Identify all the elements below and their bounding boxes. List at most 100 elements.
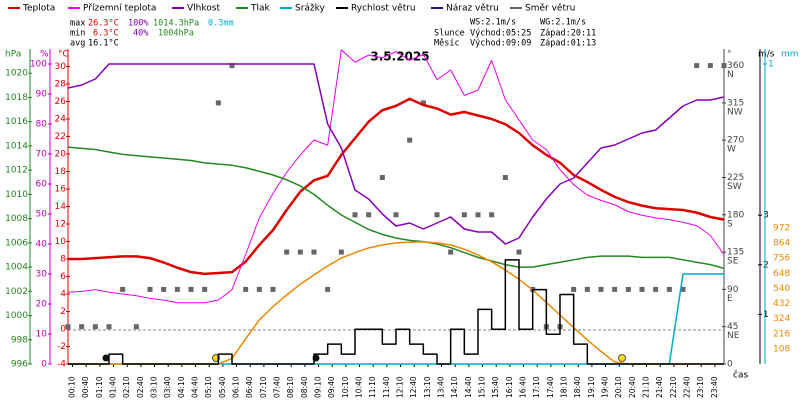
compass-label: NE (727, 331, 740, 341)
stat: 40% (133, 29, 148, 39)
direction-point (270, 286, 276, 292)
direction-point (666, 286, 672, 292)
y-tick-label: 0 (41, 360, 47, 370)
y-tick-label: 1 (768, 60, 774, 70)
x-tick-label: 11:10 (368, 376, 377, 398)
direction-point (434, 212, 440, 218)
stat: 1004hPa (158, 29, 194, 39)
direction-point (448, 249, 454, 255)
direction-point (680, 286, 686, 292)
compass-label: NW (727, 107, 743, 117)
x-tick-label: 08:40 (300, 376, 309, 398)
stat-label: min (70, 29, 85, 39)
y-tick-label: -4 (57, 360, 66, 370)
x-tick-label: 19:10 (587, 376, 596, 398)
y-tick-label: 90 (36, 90, 48, 100)
direction-point (188, 286, 194, 292)
y-tick-label: 3 (763, 211, 769, 221)
y-tick-label: 324 (773, 314, 790, 324)
direction-point (120, 286, 126, 292)
compass-label: W (727, 145, 736, 155)
x-tick-label: 04:40 (191, 376, 200, 398)
compass-label: S (727, 219, 733, 229)
y-tick-label: 1000 (5, 311, 28, 321)
stat: 6.3°C (93, 29, 119, 39)
x-tick-label: 03:40 (163, 376, 172, 398)
y-tick-label: 16 (55, 185, 67, 195)
compass-label: E (727, 294, 733, 304)
direction-point (338, 249, 344, 255)
y-tick-label: 1018 (5, 93, 28, 103)
direction-point (79, 324, 85, 330)
x-tick-label: 04:10 (177, 376, 186, 398)
y-tick-label: 864 (773, 239, 790, 249)
direction-point (202, 286, 208, 292)
chart-title: 3.5.2025 (370, 50, 429, 64)
x-tick-label: 02:40 (136, 376, 145, 398)
x-tick-label: 14:10 (450, 376, 459, 398)
summary: max 26.3°C 100% 1014.3hPa 0.3mm min 6.3°… (70, 18, 596, 49)
direction-point (612, 286, 618, 292)
y-tick-label: 1010 (5, 190, 28, 200)
y-tick-label: 2 (60, 307, 66, 317)
x-tick-label: 00:10 (68, 376, 77, 398)
plot-area (65, 49, 727, 365)
sun-label: Slunce (434, 29, 465, 39)
sun-set: Západ:20:11 (540, 29, 596, 39)
direction-point (352, 212, 358, 218)
x-tick-label: 14:40 (464, 376, 473, 398)
y-tick-label: 315 (727, 98, 744, 108)
x-tick-label: 11:40 (382, 376, 391, 398)
x-tick-label: 23:40 (710, 376, 719, 398)
x-tick-label: 10:40 (355, 376, 364, 398)
sun-set-dot (618, 354, 626, 362)
stat: 0.3mm (208, 19, 234, 29)
axis-unit: m/s (758, 50, 775, 60)
x-tick-label: 15:10 (478, 376, 487, 398)
y-tick-label: 80 (36, 120, 48, 130)
direction-point (256, 286, 262, 292)
direction-point (461, 212, 467, 218)
x-tick-label: 02:10 (122, 376, 131, 398)
direction-point (393, 212, 399, 218)
y-tick-label: 30 (55, 62, 67, 72)
y-tick-label: 1012 (5, 166, 28, 176)
stat: 16.1°C (88, 39, 119, 49)
y-tick-label: 1006 (5, 238, 28, 248)
x-tick-label: 06:40 (245, 376, 254, 398)
stat: 1014.3hPa (153, 19, 199, 29)
stat-label: avg (70, 39, 85, 49)
y-tick-label: 180 (727, 210, 744, 220)
axis-unit: % (40, 50, 49, 60)
x-tick-label: 12:40 (409, 376, 418, 398)
y-tick-label: 90 (727, 285, 739, 295)
x-tick-label: 17:10 (532, 376, 541, 398)
legend-label: Tlak (250, 4, 271, 14)
direction-point (65, 324, 71, 330)
y-tick-label: 20 (55, 150, 67, 160)
direction-point (325, 286, 331, 292)
direction-point (639, 286, 645, 292)
y-tick-label: 28 (55, 80, 67, 90)
direction-point (475, 212, 481, 218)
x-tick-label: 22:40 (683, 376, 692, 398)
legend-label: Vlhkost (187, 4, 220, 14)
axis-unit: mm (781, 50, 799, 60)
x-tick-label: 22:10 (669, 376, 678, 398)
compass-label: SE (727, 257, 739, 267)
y-tick-label: 26 (55, 97, 67, 107)
y-tick-label: 22 (55, 132, 66, 142)
y-tick-label: 1020 (5, 69, 28, 79)
y-tick-label: 540 (773, 284, 790, 294)
y-tick-label: 1016 (5, 117, 28, 127)
direction-point (366, 212, 372, 218)
wind-gust: WG:2.1m/s (540, 18, 586, 28)
stat: 100% (128, 19, 148, 29)
x-tick-label: 01:10 (95, 376, 104, 398)
axis-unit: °C (58, 50, 69, 60)
x-tick-label: 19:40 (601, 376, 610, 398)
stat: 26.3°C (88, 19, 119, 29)
y-tick-label: 20 (36, 300, 48, 310)
x-tick-label: 09:40 (327, 376, 336, 398)
y-tick-label: 50 (36, 210, 48, 220)
